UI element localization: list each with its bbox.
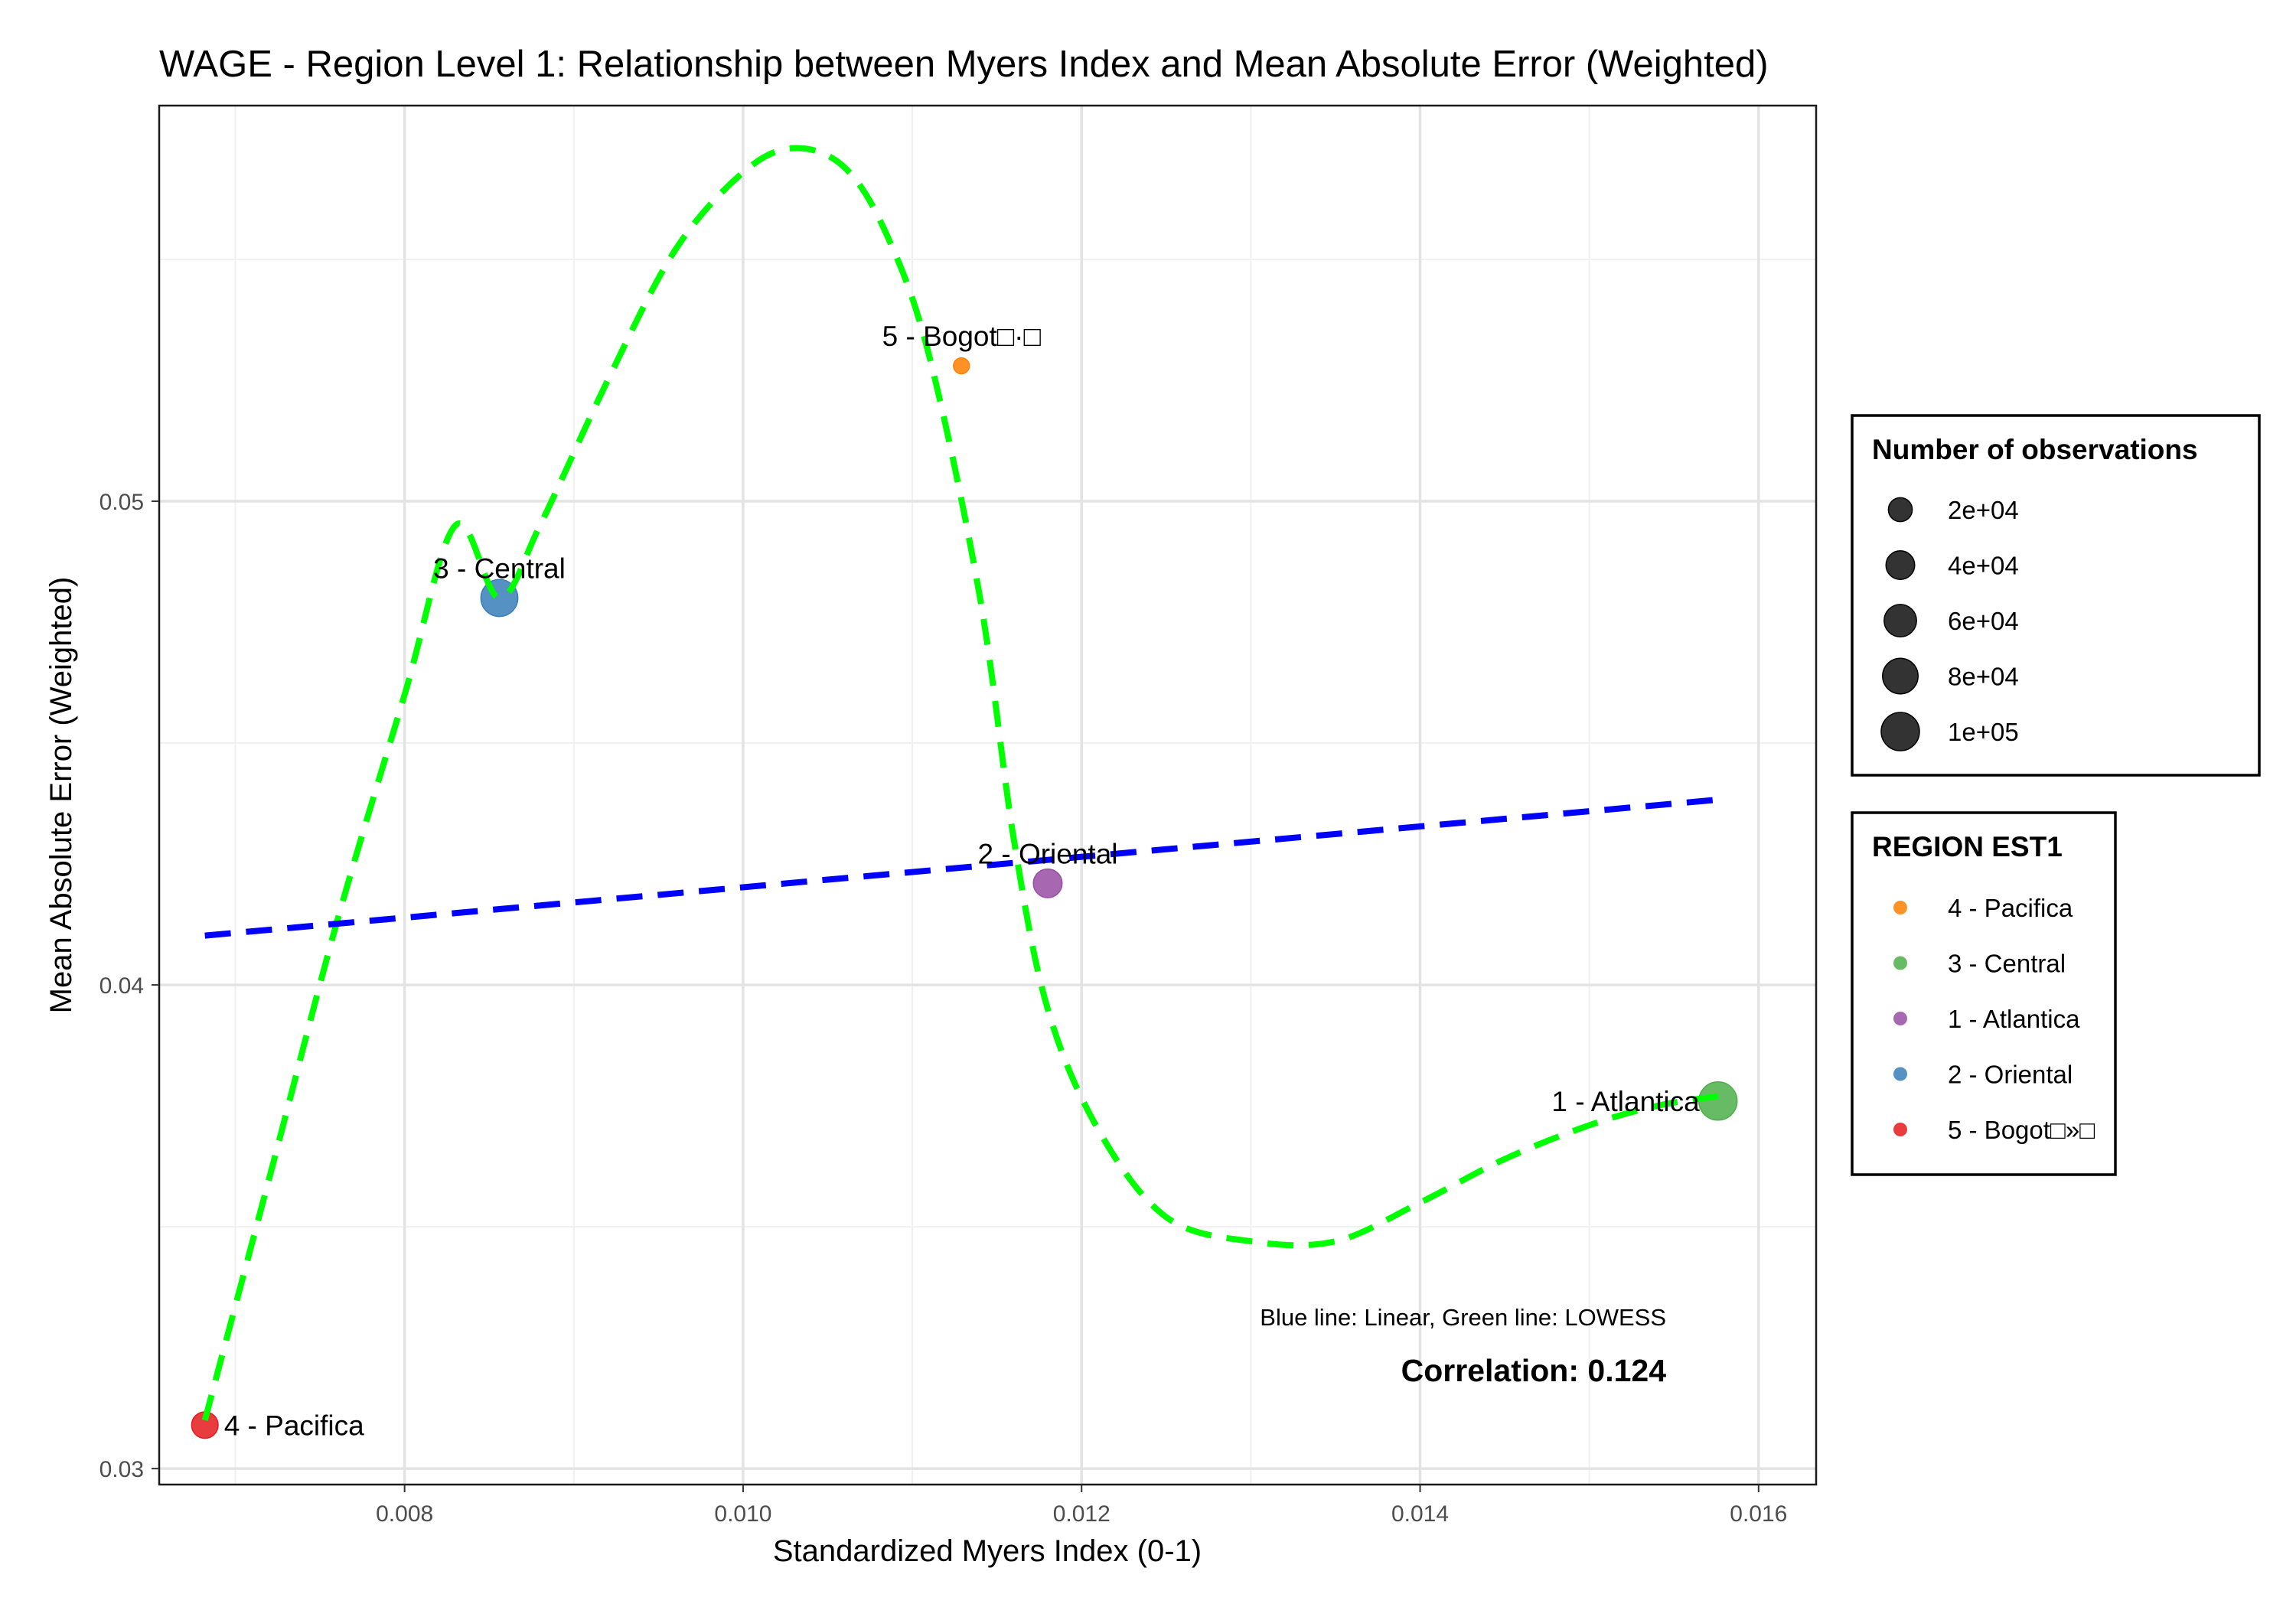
- x-axis: 0.008 0.010 0.012 0.014 0.016: [376, 1485, 1787, 1527]
- y-axis-title: Mean Absolute Error (Weighted): [44, 577, 78, 1014]
- x-tick-label: 0.012: [1053, 1501, 1110, 1527]
- color-legend-key: [1893, 1123, 1907, 1136]
- size-legend: Number of observations 2e+04 4e+04 6e+04 8e…: [1851, 414, 2261, 777]
- major-gridlines: [159, 106, 1816, 1485]
- minor-gridlines: [159, 106, 1816, 1485]
- size-legend-key: [1883, 604, 1917, 637]
- color-legend-label: 5 - Bogot□»□: [1948, 1116, 2095, 1144]
- plot-panel-border: [158, 104, 1818, 1486]
- size-legend-label: 4e+04: [1948, 552, 2019, 580]
- lowess-fit-line: [201, 145, 1719, 1421]
- color-legend-title: REGION EST1: [1872, 831, 2063, 862]
- x-tick-label: 0.014: [1391, 1501, 1449, 1527]
- point-label: 2 - Oriental: [977, 838, 1117, 869]
- y-axis: 0.03 0.04 0.05: [99, 490, 159, 1482]
- y-tick-label: 0.04: [99, 973, 144, 999]
- color-legend-key: [1893, 1012, 1907, 1025]
- point-label: 3 - Central: [433, 553, 566, 584]
- x-tick-label: 0.016: [1730, 1501, 1787, 1527]
- chart-title: WAGE - Region Level 1: Relationship betw…: [159, 44, 1769, 85]
- point-label: 1 - Atlantica: [1551, 1086, 1700, 1117]
- color-legend-label: 1 - Atlantica: [1948, 1005, 2080, 1033]
- data-point: [1032, 868, 1063, 898]
- point-label: 5 - Bogot□·□: [882, 321, 1042, 352]
- lines-note: Blue line: Linear, Green line: LOWESS: [1260, 1304, 1666, 1331]
- size-legend-key: [1880, 712, 1920, 751]
- color-legend-items: 4 - Pacifica 3 - Central 1 - Atlantica 2 - …: [1893, 894, 2095, 1144]
- color-legend-label: 2 - Oriental: [1948, 1061, 2073, 1089]
- color-legend-label: 4 - Pacifica: [1948, 894, 2073, 922]
- color-legend-key: [1893, 1067, 1907, 1081]
- linear-fit-line: [204, 797, 1719, 939]
- size-legend-label: 1e+05: [1948, 718, 2019, 746]
- color-legend: REGION EST1 4 - Pacifica 3 - Central 1 - A…: [1851, 811, 2117, 1176]
- size-legend-key: [1885, 549, 1916, 581]
- point-labels: 4 - Pacifica 3 - Central 5 - Bogot□·□ 2 - O…: [224, 321, 1700, 1441]
- y-tick-label: 0.05: [99, 490, 144, 515]
- color-legend-box: [1851, 811, 2117, 1176]
- size-legend-items: 2e+04 4e+04 6e+04 8e+04 1e+05: [1880, 496, 2019, 751]
- color-legend-key: [1893, 901, 1907, 914]
- size-legend-key: [1882, 657, 1919, 695]
- size-legend-label: 8e+04: [1948, 663, 2019, 691]
- correlation-label: Correlation: 0.124: [1401, 1353, 1667, 1388]
- size-legend-title: Number of observations: [1872, 434, 2198, 465]
- x-tick-label: 0.008: [376, 1501, 433, 1527]
- x-axis-title: Standardized Myers Index (0-1): [773, 1534, 1202, 1568]
- size-legend-label: 6e+04: [1948, 607, 2019, 635]
- color-legend-label: 3 - Central: [1948, 950, 2066, 978]
- point-label: 4 - Pacifica: [224, 1410, 364, 1441]
- size-legend-box: [1851, 414, 2261, 777]
- size-legend-label: 2e+04: [1948, 496, 2019, 524]
- x-tick-label: 0.010: [714, 1501, 771, 1527]
- y-tick-label: 0.03: [99, 1457, 144, 1482]
- data-point: [953, 357, 970, 375]
- size-legend-key: [1887, 497, 1913, 523]
- color-legend-key: [1893, 956, 1907, 970]
